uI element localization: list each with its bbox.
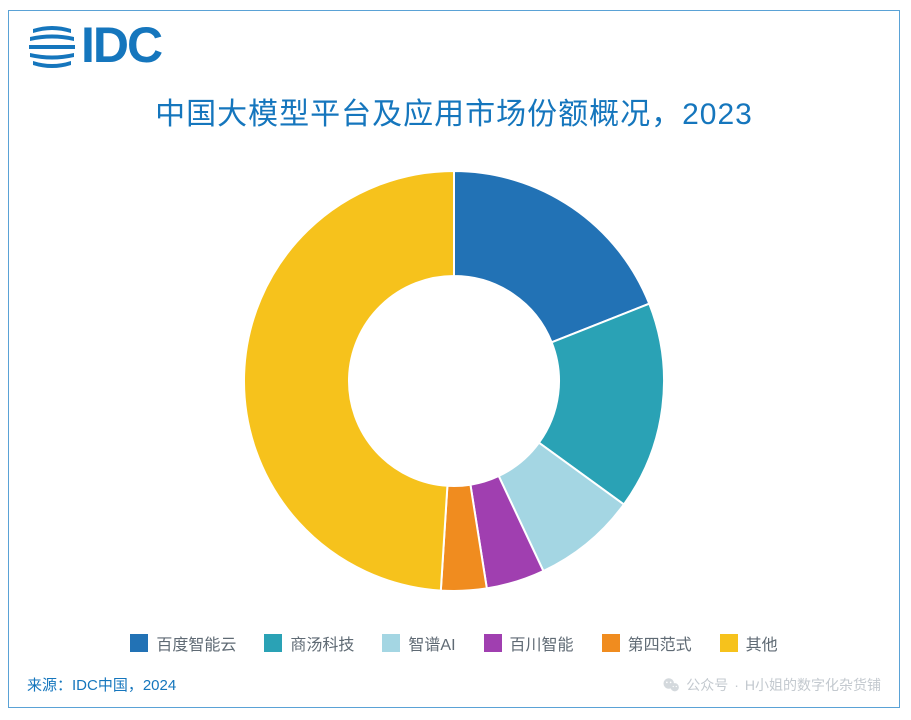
watermark-sep: · bbox=[734, 677, 739, 693]
legend-swatch bbox=[382, 634, 400, 652]
legend-label: 第四范式 bbox=[628, 631, 692, 655]
wechat-icon bbox=[662, 676, 680, 694]
source-attribution: 来源：IDC中国，2024 bbox=[27, 674, 176, 695]
chart-frame: IDC 中国大模型平台及应用市场份额概况，2023 百度智能云商汤科技智谱AI百… bbox=[8, 10, 900, 708]
idc-logo: IDC bbox=[27, 17, 227, 73]
legend-item: 智谱AI bbox=[382, 631, 455, 655]
legend-label: 智谱AI bbox=[408, 631, 455, 655]
svg-text:IDC: IDC bbox=[81, 17, 162, 73]
legend-item: 百度智能云 bbox=[130, 631, 236, 655]
legend-swatch bbox=[602, 634, 620, 652]
legend-item: 百川智能 bbox=[484, 631, 574, 655]
legend-label: 其他 bbox=[746, 631, 778, 655]
legend-swatch bbox=[720, 634, 738, 652]
legend-label: 商汤科技 bbox=[290, 631, 354, 655]
legend-label: 百川智能 bbox=[510, 631, 574, 655]
legend-label: 百度智能云 bbox=[156, 631, 236, 655]
donut-svg bbox=[224, 151, 684, 611]
legend-item: 商汤科技 bbox=[264, 631, 354, 655]
donut-chart bbox=[224, 151, 684, 611]
watermark-prefix: 公众号 bbox=[686, 675, 728, 695]
donut-slice bbox=[244, 171, 454, 591]
idc-logo-svg: IDC bbox=[27, 17, 227, 73]
legend-swatch bbox=[484, 634, 502, 652]
legend-item: 第四范式 bbox=[602, 631, 692, 655]
chart-legend: 百度智能云 商汤科技 智谱AI 百川智能 第四范式 其他 bbox=[9, 631, 899, 655]
legend-swatch bbox=[130, 634, 148, 652]
chart-title: 中国大模型平台及应用市场份额概况，2023 bbox=[9, 89, 899, 133]
watermark-name: H小姐的数字化杂货铺 bbox=[745, 675, 881, 695]
legend-swatch bbox=[264, 634, 282, 652]
watermark: 公众号 · H小姐的数字化杂货铺 bbox=[662, 675, 881, 695]
legend-item: 其他 bbox=[720, 631, 778, 655]
